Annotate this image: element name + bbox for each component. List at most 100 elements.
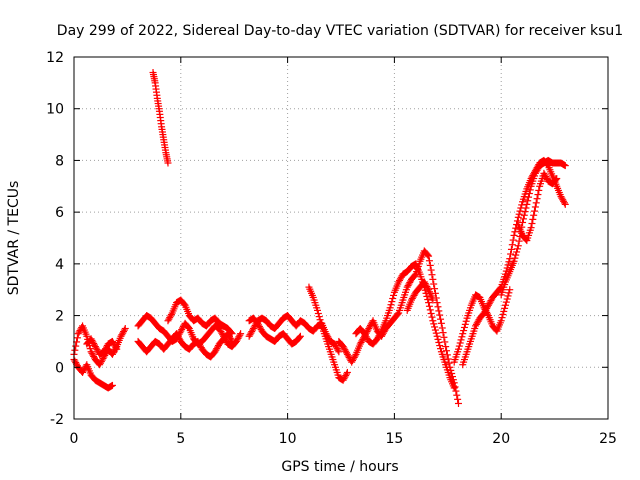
data-point: [533, 166, 541, 174]
data-point: [434, 335, 442, 343]
data-point: [109, 349, 117, 357]
data-point: [438, 324, 446, 332]
data-point: [396, 275, 404, 283]
data-point: [433, 299, 441, 307]
data-point: [535, 186, 543, 194]
data-point: [433, 332, 441, 340]
data-point: [91, 343, 99, 351]
data-point: [500, 307, 508, 315]
data-point: [90, 352, 98, 360]
x-tick-label: 10: [279, 431, 297, 447]
data-point: [404, 282, 412, 290]
data-point: [443, 347, 451, 355]
data-point: [366, 323, 374, 331]
data-point: [178, 326, 186, 334]
data-point: [454, 395, 462, 403]
data-point: [526, 186, 534, 194]
data-point: [425, 252, 433, 260]
data-point: [349, 357, 357, 365]
data-point: [349, 355, 357, 363]
data-point: [487, 297, 495, 305]
data-point: [486, 298, 494, 306]
data-point: [525, 190, 533, 198]
data-point: [194, 337, 202, 345]
data-point: [361, 331, 369, 339]
data-point: [227, 329, 235, 337]
data-point: [79, 368, 87, 376]
data-point: [98, 356, 106, 364]
data-point: [560, 199, 568, 207]
data-point: [102, 345, 110, 353]
data-point: [339, 343, 347, 351]
x-tick-label: 0: [70, 431, 79, 447]
data-point: [88, 336, 96, 344]
y-tick-label: 4: [55, 257, 64, 273]
data-point: [440, 333, 448, 341]
data-point: [405, 280, 413, 288]
data-point: [485, 300, 493, 308]
data-point: [430, 320, 438, 328]
x-tick-label: 15: [385, 431, 403, 447]
data-point: [314, 306, 322, 314]
data-point: [113, 345, 121, 353]
data-point: [343, 370, 351, 378]
data-point: [553, 175, 561, 183]
data-point: [519, 215, 527, 223]
data-point: [431, 323, 439, 331]
data-point: [425, 302, 433, 310]
data-point: [397, 273, 405, 281]
data-point: [508, 241, 516, 249]
data-point: [439, 329, 447, 337]
data-point: [473, 319, 481, 327]
data-point: [296, 332, 304, 340]
data-point: [89, 351, 97, 359]
data-point: [121, 325, 129, 332]
data-point: [436, 311, 444, 319]
data-point: [504, 292, 512, 300]
data-point: [314, 310, 322, 318]
data-point: [348, 358, 356, 366]
data-point: [343, 368, 351, 376]
data-point: [540, 169, 548, 177]
data-point: [519, 218, 527, 226]
data-point: [403, 283, 411, 291]
data-point: [389, 295, 397, 303]
data-point: [437, 345, 445, 353]
data-point: [513, 245, 521, 253]
data-point: [427, 266, 435, 274]
data-point: [499, 311, 507, 319]
data-point: [255, 321, 263, 329]
data-point: [442, 343, 450, 351]
data-point: [484, 301, 492, 309]
data-point: [501, 304, 509, 312]
data-point: [360, 330, 368, 338]
y-axis-label: SDTVAR / TECUs: [6, 181, 22, 296]
data-point: [507, 245, 515, 253]
data-point: [340, 375, 348, 383]
data-point: [316, 316, 324, 324]
data-point: [91, 341, 99, 349]
data-point: [173, 330, 181, 338]
data-point: [460, 323, 468, 331]
data-point: [296, 333, 304, 341]
data-point: [358, 337, 366, 345]
x-tick-label: 20: [492, 431, 510, 447]
data-point: [174, 333, 182, 341]
data-series-sdtvar: [70, 69, 569, 407]
data-point: [376, 330, 384, 338]
data-point: [480, 309, 488, 317]
data-point: [530, 211, 538, 219]
data-point: [541, 171, 549, 179]
x-axis-label: GPS time / hours: [281, 459, 398, 475]
data-point: [120, 328, 128, 336]
data-point: [428, 313, 436, 321]
data-point: [409, 293, 417, 301]
data-point: [436, 342, 444, 350]
data-point: [408, 295, 416, 303]
data-point: [111, 342, 119, 350]
data-point: [531, 169, 539, 177]
data-point: [108, 350, 116, 358]
data-point: [164, 317, 172, 325]
data-point: [108, 337, 116, 345]
